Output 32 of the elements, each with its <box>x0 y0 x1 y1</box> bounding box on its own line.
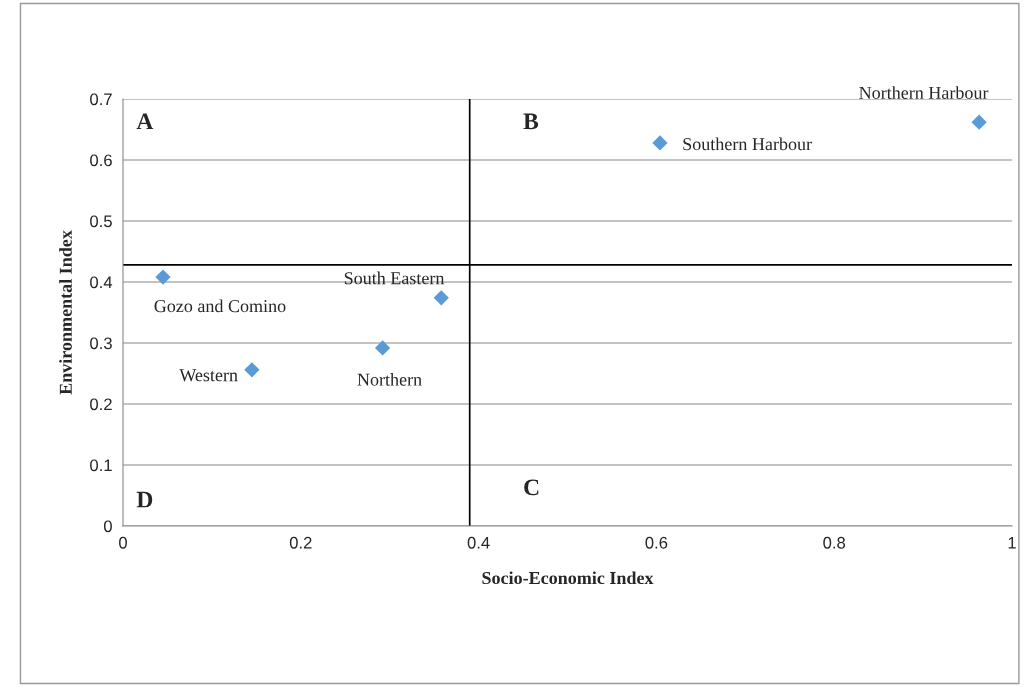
series-label: Northern Harbour <box>859 86 989 99</box>
y-tick-label: 0.2 <box>90 398 112 411</box>
annotation: D <box>136 491 153 508</box>
x-tick-label: 0 <box>119 536 127 549</box>
y-tick-label: 0 <box>103 520 112 533</box>
series-label: Western <box>179 369 238 382</box>
series-label: Gozo and Comino <box>154 299 286 313</box>
x-tick-label: 0.8 <box>823 536 846 549</box>
x-tick-label: 0.2 <box>289 536 312 549</box>
point <box>971 114 987 130</box>
x-tick-label: 0.4 <box>467 536 490 549</box>
point <box>433 290 449 306</box>
y-tick-label: 0.1 <box>90 459 112 472</box>
point <box>155 269 171 285</box>
point <box>374 340 391 356</box>
y-axis-title: Environmental Index <box>59 230 72 395</box>
annotation: A <box>136 113 154 130</box>
y-tick-label: 0.7 <box>90 93 112 106</box>
x-axis-title: Socio-Economic Index <box>482 571 654 585</box>
series-label: Northern <box>357 373 422 386</box>
y-tick-label: 0.4 <box>90 276 113 289</box>
x-tick-label: 0.6 <box>645 536 668 549</box>
y-tick-label: 0.5 <box>90 215 112 228</box>
y-tick-label: 0.3 <box>90 337 112 350</box>
point <box>244 362 260 378</box>
point <box>652 135 668 151</box>
series-label: Southern Harbour <box>683 137 812 151</box>
annotation: C <box>524 479 539 496</box>
series-label: South Eastern <box>344 271 445 285</box>
x-tick-label: 1 <box>1008 537 1016 549</box>
annotation: B <box>523 113 539 130</box>
y-tick-label: 0.6 <box>90 154 112 167</box>
